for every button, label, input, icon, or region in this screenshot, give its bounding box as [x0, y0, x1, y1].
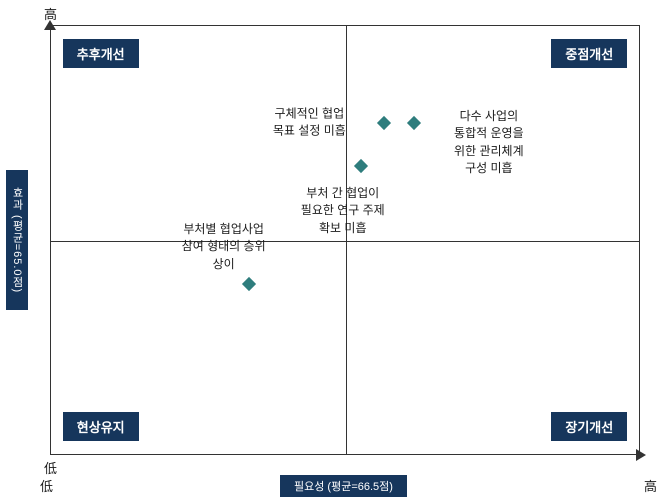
x-axis-high-label: 高: [644, 476, 657, 495]
data-point-p1: [377, 116, 391, 130]
y-axis-low-label: 低: [44, 458, 57, 477]
data-point-p4: [242, 277, 256, 291]
quadrant-chart: 高 低 低 高 효과 (평균=65.0점) 필요성 (평균=66.5점) 추후개…: [0, 0, 670, 502]
vertical-midline: [346, 26, 347, 454]
x-axis-title: 필요성 (평균=66.5점): [280, 475, 407, 497]
data-point-p2: [407, 116, 421, 130]
quadrant-label-bottom_right: 장기개선: [551, 412, 627, 441]
data-point-label-p2: 다수 사업의 통합적 운영을 위한 관리체계 구성 미흡: [454, 108, 524, 178]
data-point-label-p3: 부처 간 협업이 필요한 연구 주제 확보 미흡: [301, 185, 385, 237]
quadrant-label-bottom_left: 현상유지: [63, 412, 139, 441]
x-axis-low-label: 低: [40, 476, 53, 495]
quadrant-label-top_left: 추후개선: [63, 39, 139, 68]
data-point-label-p4: 부처별 협업사업 참여 형태의 층위 상이: [182, 221, 266, 273]
horizontal-midline: [51, 241, 639, 242]
quadrant-label-top_right: 중점개선: [551, 39, 627, 68]
y-axis-title: 효과 (평균=65.0점): [6, 170, 28, 310]
plot-area: 추후개선 중점개선현상유지 장기개선 구체적인 협업 목표 설정 미흡 다수 사업의 통…: [50, 25, 640, 455]
data-point-label-p1: 구체적인 협업 목표 설정 미흡: [273, 105, 346, 140]
data-point-p3: [354, 159, 368, 173]
